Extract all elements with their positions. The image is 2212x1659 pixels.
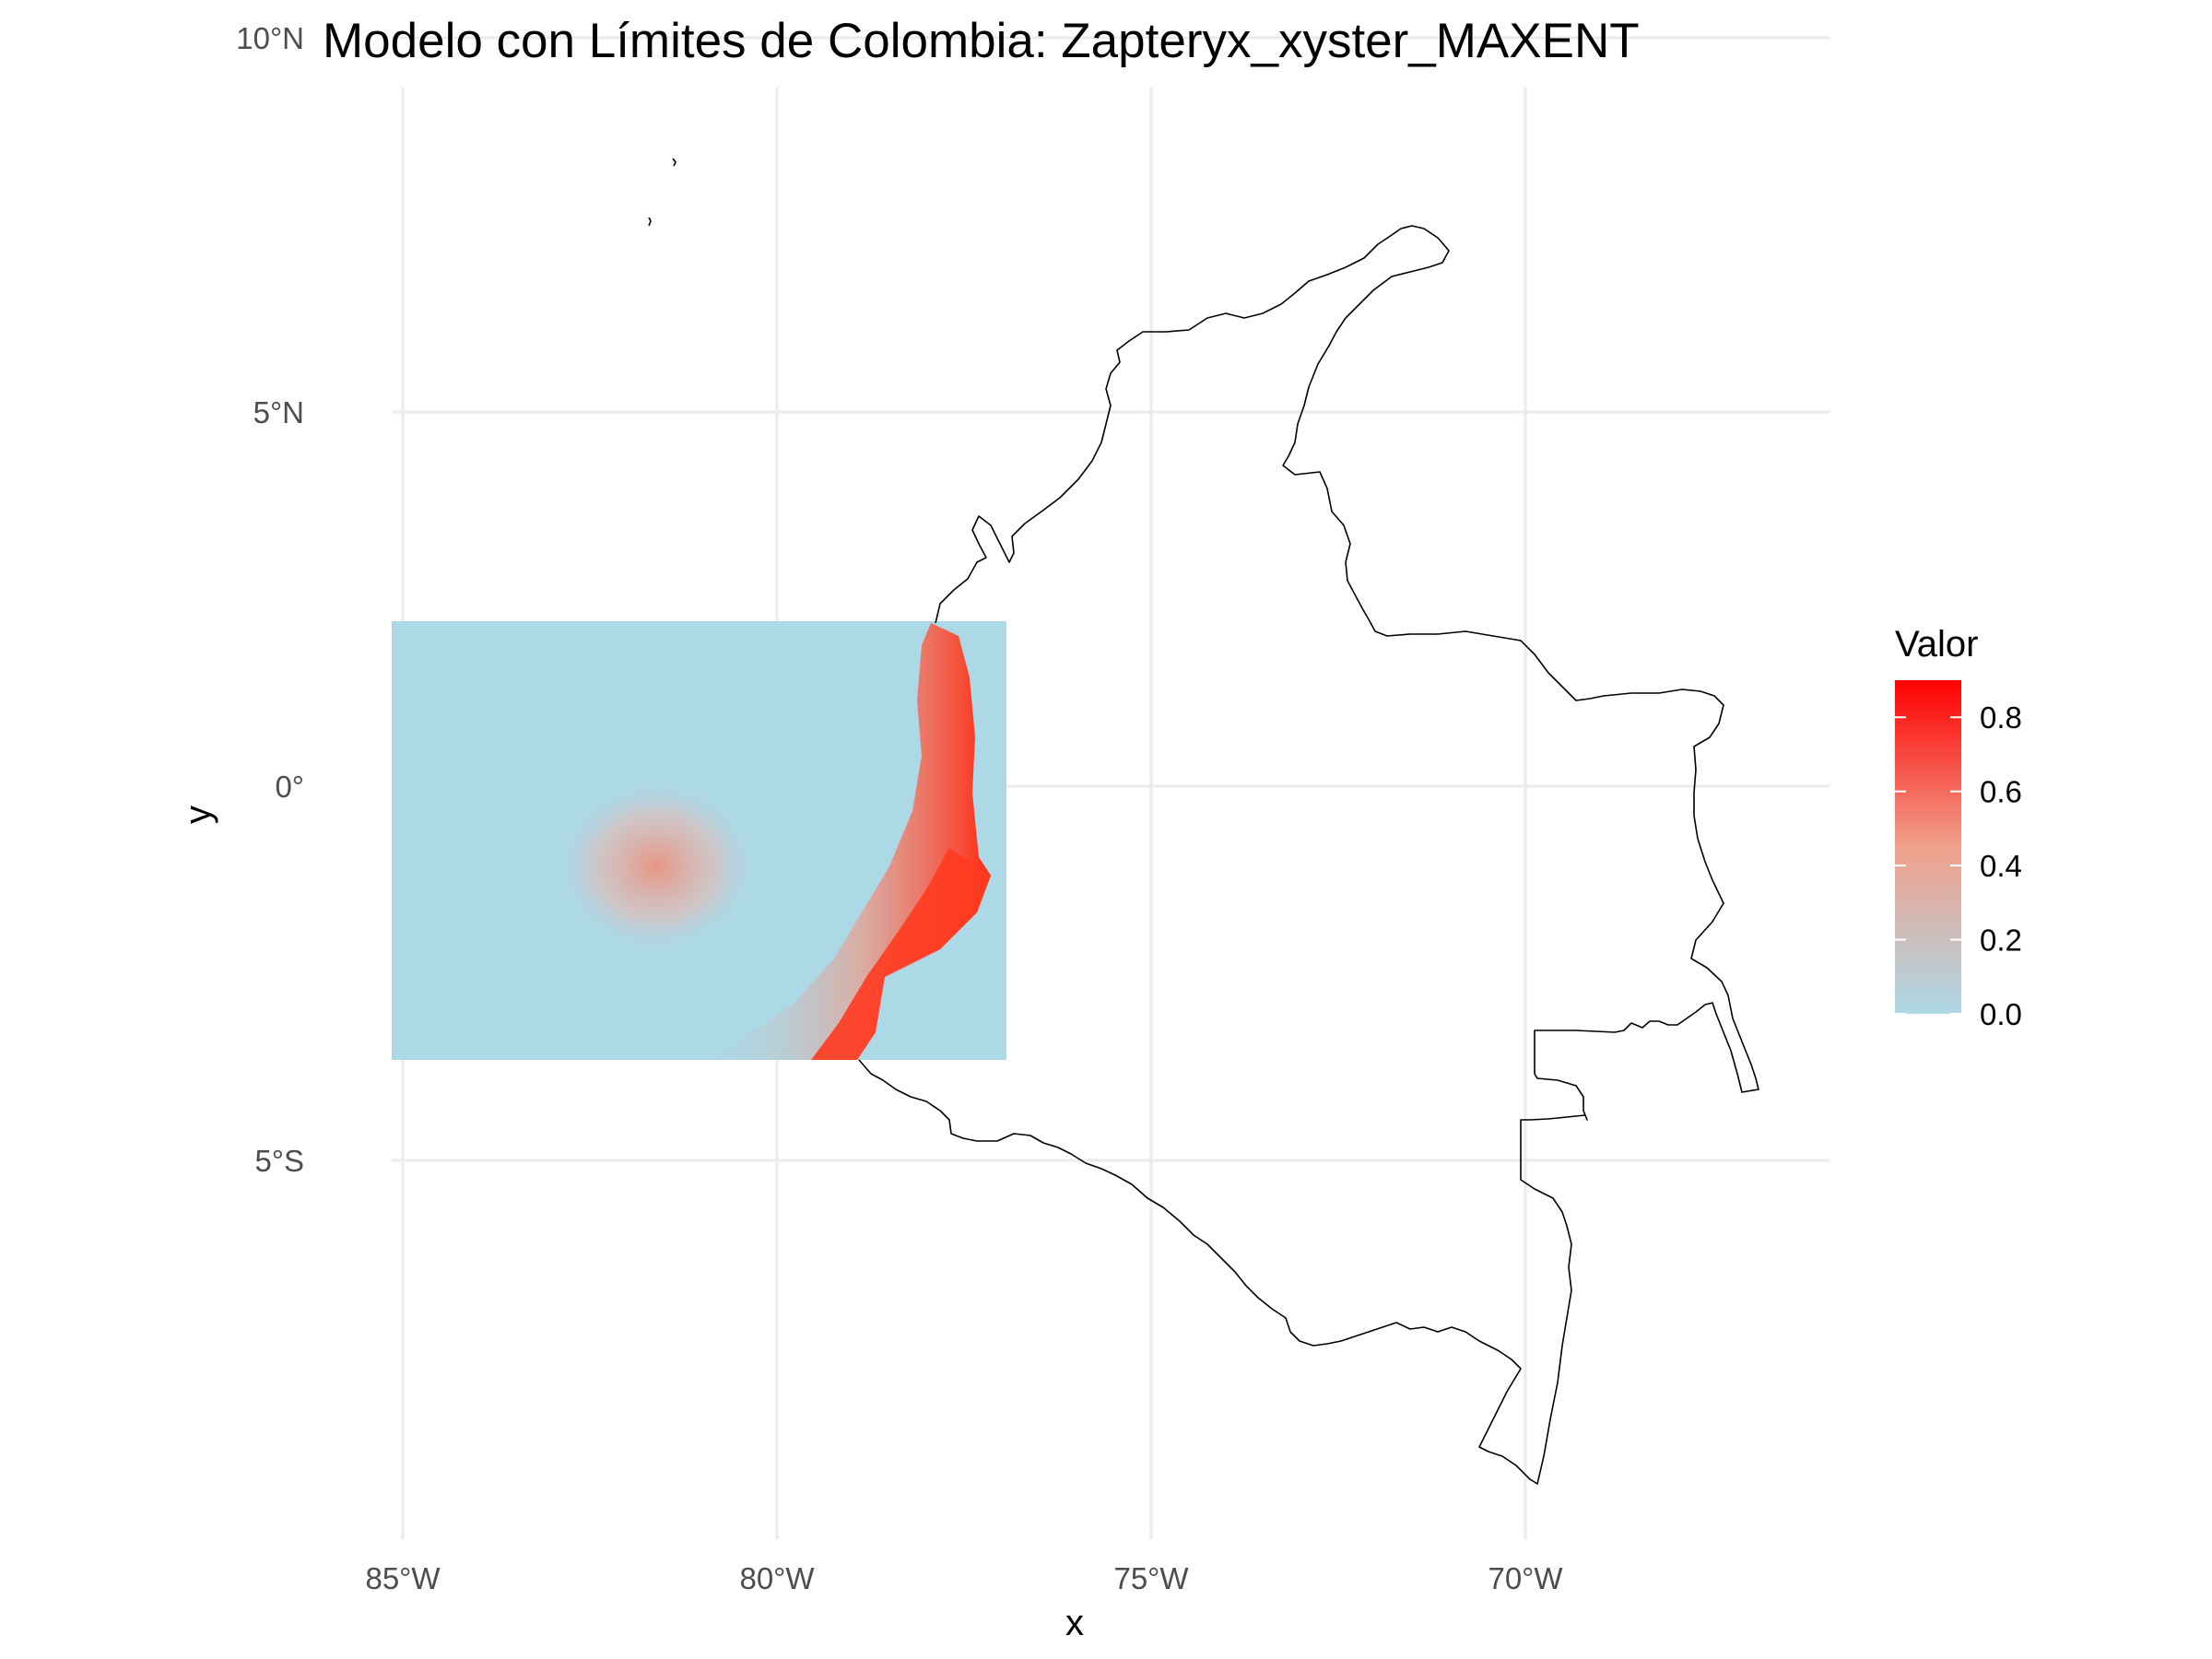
x-axis-title: x <box>1065 1603 1084 1643</box>
colombia-mainland-outline <box>858 225 1759 1485</box>
y-tick-label: 10°N <box>236 21 304 55</box>
legend-ticks: 0.0 0.2 0.4 0.6 0.8 <box>1895 700 2022 1031</box>
colombia-boundary <box>648 158 1759 1485</box>
x-tick-label: 85°W <box>365 1561 441 1595</box>
legend-tick-label: 0.2 <box>1980 924 2022 958</box>
y-axis-ticks: 10°N 5°N 0° 5°S <box>236 21 304 1178</box>
colombia-island-2 <box>648 217 652 227</box>
legend-tick-label: 0.8 <box>1980 700 2022 735</box>
legend-tick-label: 0.6 <box>1980 775 2022 809</box>
x-tick-label: 70°W <box>1488 1561 1563 1595</box>
legend-tick-label: 0.0 <box>1980 997 2022 1031</box>
raster-coastal-high <box>811 848 991 1060</box>
y-tick-label: 5°S <box>254 1144 304 1178</box>
y-axis-title: y <box>178 806 218 824</box>
y-tick-label: 5°N <box>253 395 304 429</box>
maxent-raster <box>392 621 1006 1060</box>
x-axis-ticks: 85°W 80°W 75°W 70°W <box>365 1561 1563 1595</box>
x-tick-label: 75°W <box>1113 1561 1189 1595</box>
legend-colorbar <box>1895 680 1961 1014</box>
legend: Valor 0.0 0.2 0.4 0.6 0.8 <box>1895 624 2022 1031</box>
raster-offshore-hotspot <box>555 779 758 954</box>
x-tick-label: 80°W <box>739 1561 815 1595</box>
colombia-island-1 <box>672 158 677 167</box>
legend-tick-label: 0.4 <box>1980 849 2022 883</box>
plot-title: Modelo con Límites de Colombia: Zapteryx… <box>323 14 1640 68</box>
y-tick-label: 0° <box>275 770 304 804</box>
legend-title: Valor <box>1895 624 1978 665</box>
